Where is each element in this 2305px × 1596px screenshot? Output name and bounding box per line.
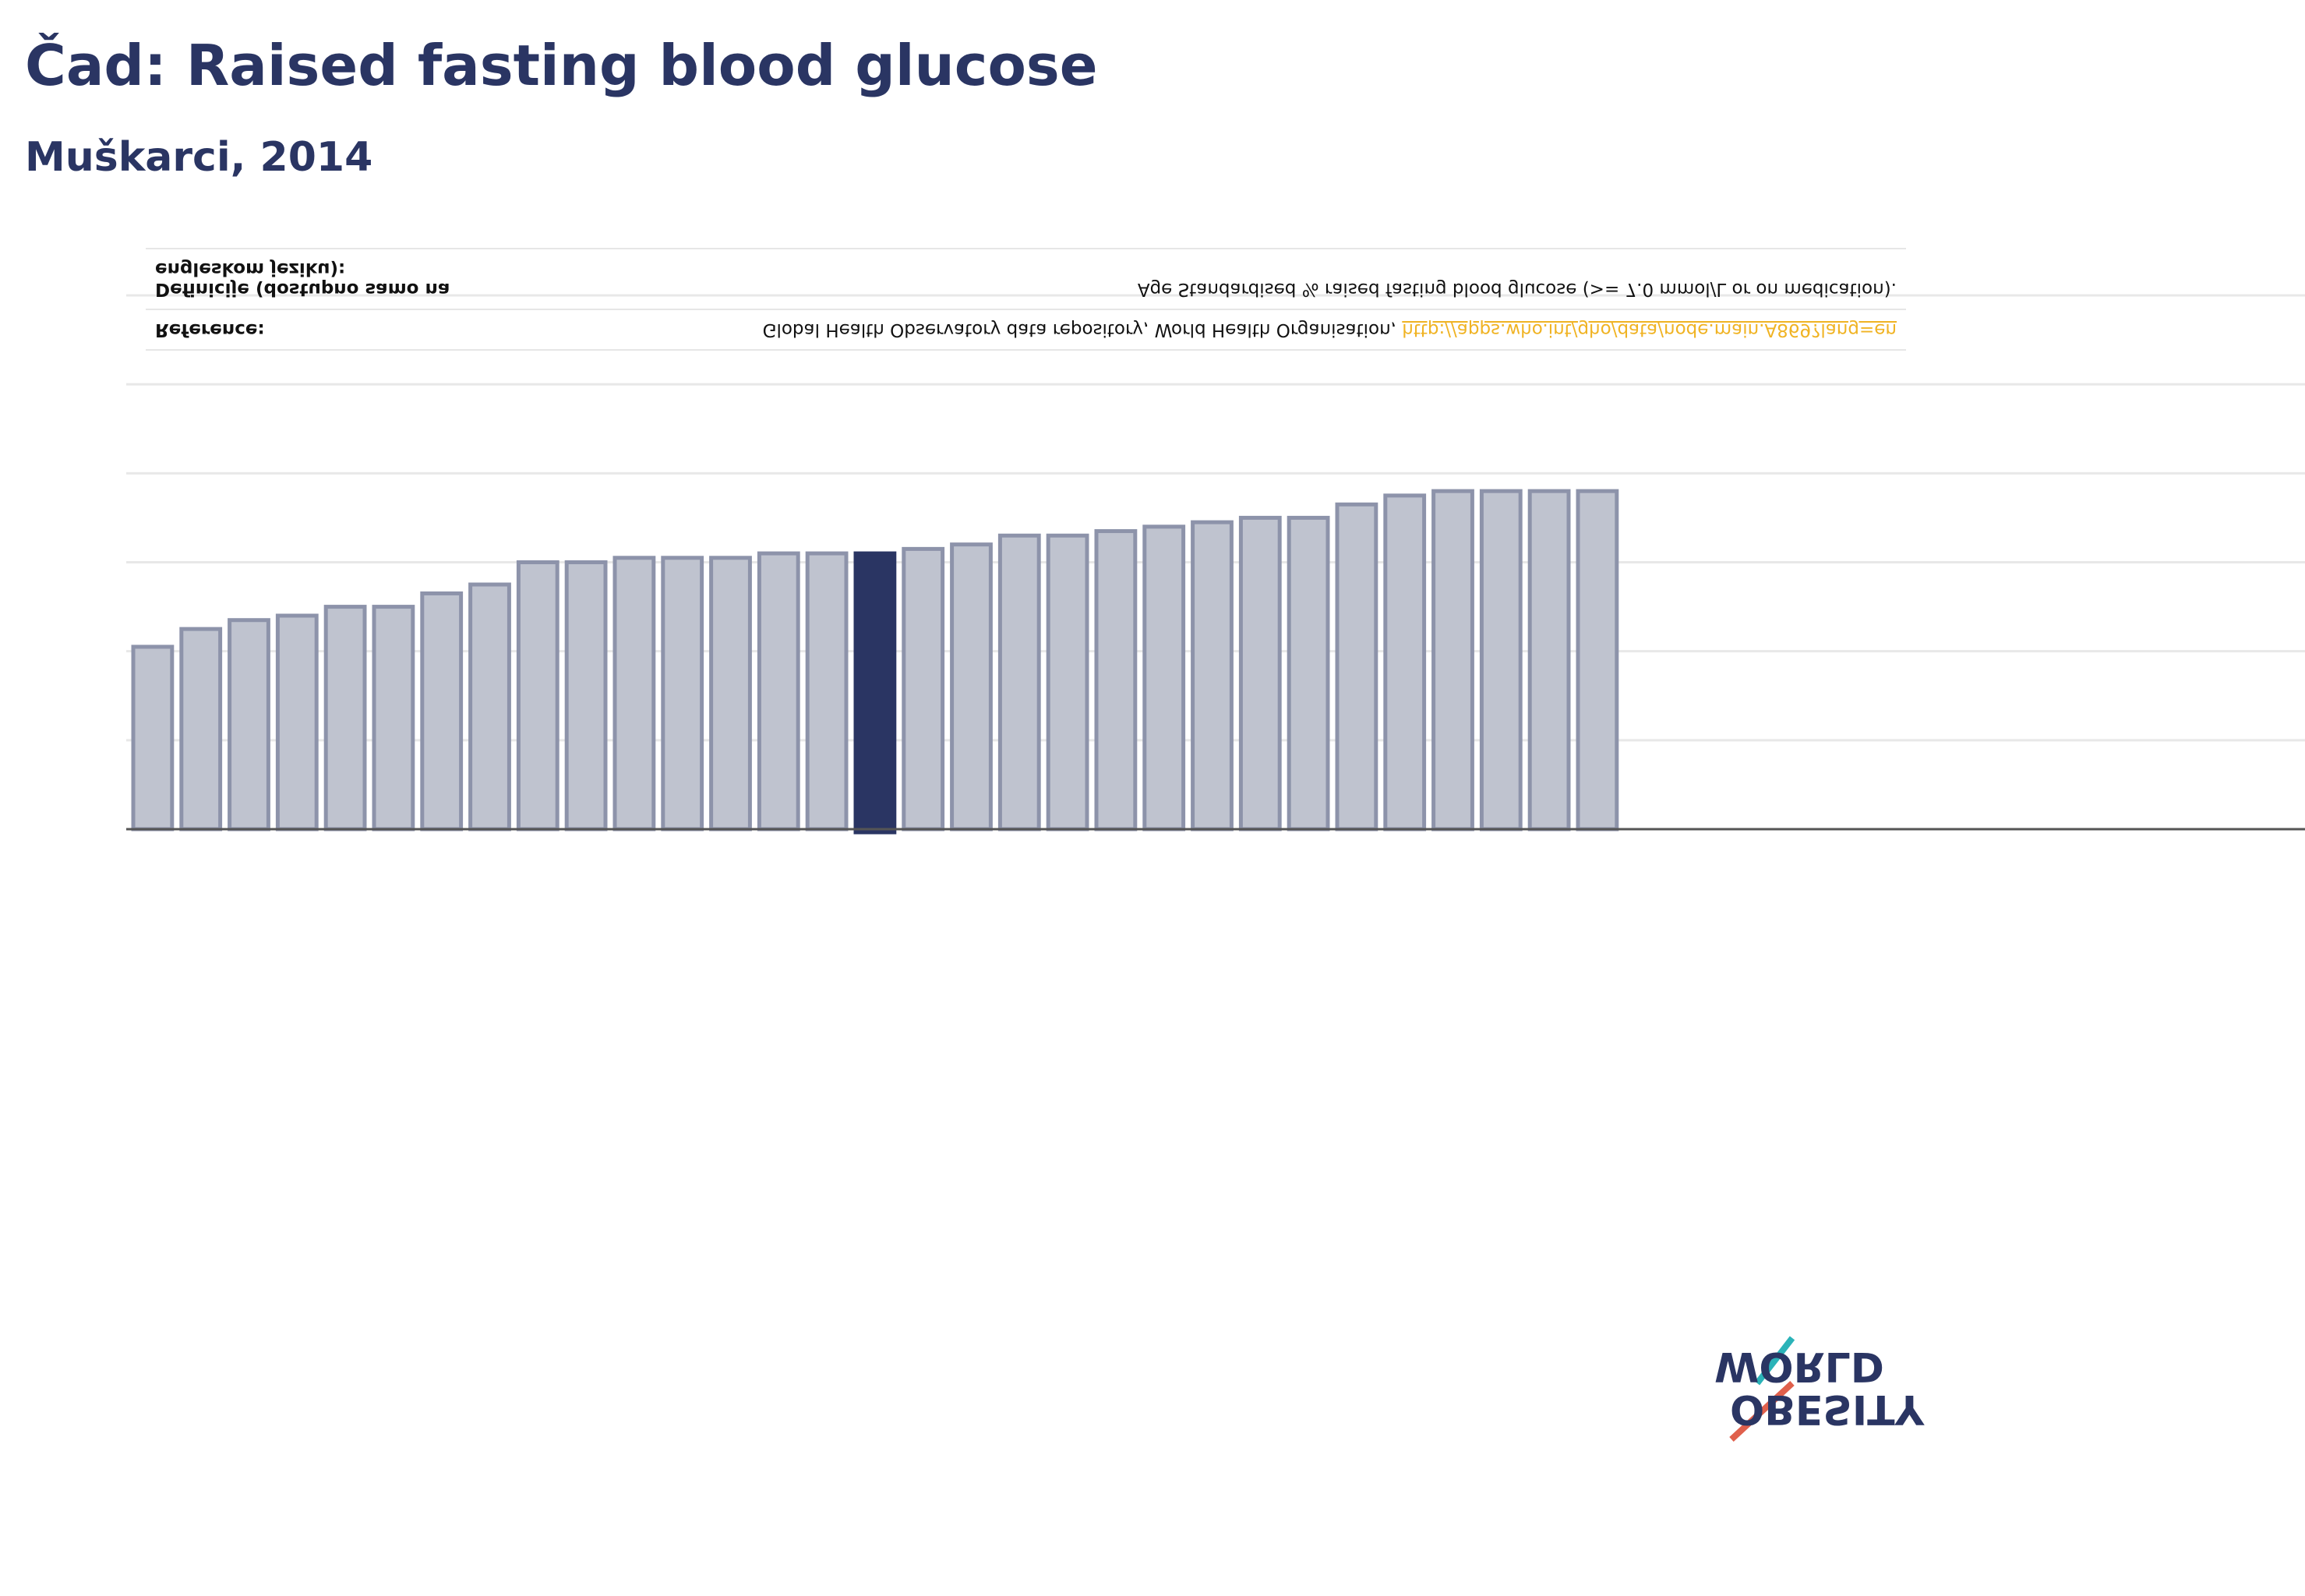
table-row: Reference: Global Health Observatory dat…: [146, 310, 1906, 351]
logo-stroke: [1754, 1336, 1795, 1386]
bar: [179, 627, 223, 832]
row-value: Global Health Observatory data repositor…: [763, 320, 1897, 340]
bar: [1094, 529, 1138, 832]
bar: [420, 591, 464, 832]
row-label: Definicije (dostupno samo na engleskom j…: [155, 259, 450, 299]
bar: [757, 551, 800, 832]
chart-subtitle: Muškarci, 2014: [25, 134, 373, 181]
bar: [1142, 524, 1186, 832]
bar: [661, 556, 704, 832]
bar: [612, 556, 656, 832]
bar: [1576, 489, 1619, 832]
row-value: Age Standardised % raised fasting blood …: [1137, 279, 1897, 299]
info-table: Reference: Global Health Observatory dat…: [146, 248, 1906, 351]
source-link[interactable]: http://apps.who.int/gho/data/node.main.A…: [1402, 320, 1897, 340]
bar: [805, 551, 849, 832]
row-label: Reference:: [155, 320, 265, 340]
logo: OBESITY WORLD: [1714, 1336, 1926, 1442]
chart-title: Čad: Raised fasting blood glucose: [25, 33, 1098, 98]
bar: [1383, 493, 1427, 832]
bar: [1527, 489, 1571, 832]
bar: [1431, 489, 1474, 832]
bar: [468, 582, 511, 832]
row-text: Global Health Observatory data repositor…: [762, 320, 1403, 340]
bar: [950, 542, 993, 832]
bar: [564, 560, 608, 832]
bar: [1191, 520, 1234, 832]
bar: [902, 546, 945, 832]
logo-text: OBESITY: [1730, 1386, 1926, 1432]
bar: [1238, 515, 1282, 832]
bar: [1479, 489, 1523, 832]
logo-stroke: [1729, 1381, 1795, 1442]
bar: [1335, 502, 1378, 832]
bar: [228, 618, 270, 832]
bar: [709, 556, 752, 832]
bar: [372, 605, 415, 832]
bar: [275, 613, 319, 832]
bar: [516, 560, 559, 832]
bar: [997, 533, 1041, 832]
table-row: Definicije (dostupno samo na engleskom j…: [146, 248, 1906, 310]
bar: [1287, 515, 1330, 832]
bar: [131, 644, 175, 832]
bar: [853, 551, 897, 835]
bar: [323, 605, 367, 832]
bar: [1046, 533, 1089, 832]
logo-text: WORLD: [1714, 1343, 1884, 1389]
